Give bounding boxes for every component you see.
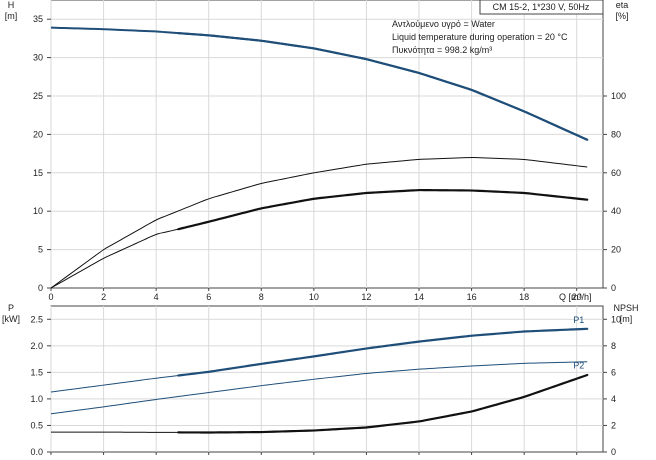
y-left-tick-label: 0.5	[30, 420, 43, 430]
y-left-axis-unit: [m]	[5, 11, 18, 21]
x-axis-label: Q [m³/h]	[559, 292, 592, 302]
y-right-axis-unit: [m]	[620, 314, 633, 324]
y-left-tick-label: 2.5	[30, 314, 43, 324]
series-line-npsh	[51, 375, 587, 432]
series-line-eta_total-operating-range	[178, 190, 587, 229]
y-left-tick-label: 0.0	[30, 447, 43, 457]
x-tick-label: 4	[154, 292, 159, 302]
y-right-tick-label: 100	[611, 91, 626, 101]
x-tick-label: 12	[361, 292, 371, 302]
y-left-tick-label: 25	[33, 91, 43, 101]
annotation-line: Πυκνότητα = 998.2 kg/m³	[392, 45, 492, 55]
pump-performance-chart: 0 2 4 6 8 10 12 14 16 18 2005101520253035020406080…	[5, 0, 629, 302]
x-tick-label: 6	[206, 292, 211, 302]
y-right-axis-label: NPSH	[613, 303, 638, 313]
y-right-tick-label: 20	[611, 245, 621, 255]
series-line-h_curve	[51, 28, 587, 140]
y-right-axis-unit: [%]	[615, 11, 628, 21]
series-label-p2: P2	[573, 361, 584, 371]
y-right-tick-label: 80	[611, 129, 621, 139]
series-line-p1	[51, 329, 587, 392]
y-left-axis-label: H	[8, 0, 15, 10]
y-left-tick-label: 15	[33, 168, 43, 178]
y-right-tick-label: 6	[611, 367, 616, 377]
chart-title: CM 15-2, 1*230 V, 50Hz	[493, 2, 590, 12]
y-left-tick-label: 20	[33, 129, 43, 139]
annotation-line: Αντλούμενο υγρό = Water	[392, 19, 495, 29]
y-right-tick-label: 60	[611, 168, 621, 178]
series-line-h_curve-operating-range	[178, 33, 587, 140]
power-npsh-chart: 0.00.51.01.52.02.50246810P[kW]NPSH[m]P1P…	[2, 303, 639, 457]
y-left-tick-label: 0	[38, 283, 43, 293]
y-left-axis-unit: [kW]	[2, 314, 20, 324]
y-left-tick-label: 1.5	[30, 367, 43, 377]
x-tick-label: 8	[259, 292, 264, 302]
y-right-tick-label: 0	[611, 447, 616, 457]
y-left-tick-label: 1.0	[30, 394, 43, 404]
x-tick-label: 2	[101, 292, 106, 302]
y-left-tick-label: 35	[33, 14, 43, 24]
y-left-tick-label: 30	[33, 53, 43, 63]
x-tick-label: 16	[467, 292, 477, 302]
series-label-p1: P1	[573, 315, 584, 325]
series-line-p2	[51, 362, 587, 414]
x-tick-label: 18	[519, 292, 529, 302]
x-tick-label: 0	[48, 292, 53, 302]
series-line-p1-operating-range	[178, 329, 587, 376]
y-left-axis-label: P	[8, 303, 14, 313]
x-tick-label: 14	[414, 292, 424, 302]
y-right-tick-label: 2	[611, 420, 616, 430]
y-left-tick-label: 10	[33, 206, 43, 216]
y-right-axis-label: eta	[616, 0, 629, 10]
x-tick-label: 10	[309, 292, 319, 302]
y-right-tick-label: 4	[611, 394, 616, 404]
y-right-tick-label: 8	[611, 341, 616, 351]
y-left-tick-label: 5	[38, 245, 43, 255]
y-right-tick-label: 0	[611, 283, 616, 293]
y-right-tick-label: 40	[611, 206, 621, 216]
series-line-npsh-operating-range	[178, 375, 587, 432]
series-line-eta_total	[51, 190, 587, 288]
annotation-line: Liquid temperature during operation = 20…	[392, 32, 568, 42]
y-left-tick-label: 2.0	[30, 341, 43, 351]
series-line-eta_pump	[51, 157, 587, 288]
